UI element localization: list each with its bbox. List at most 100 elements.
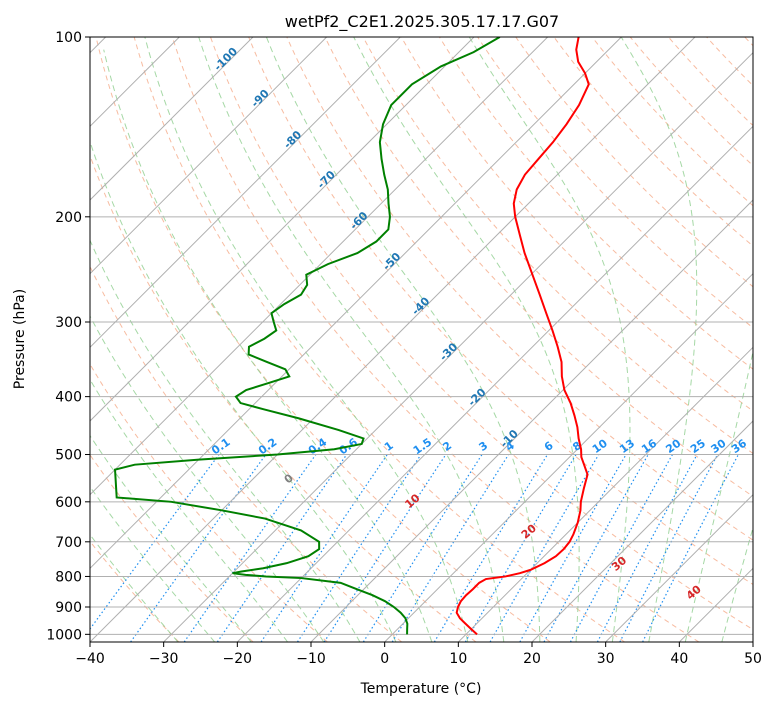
mixing-ratio-label: 30 [708,436,728,456]
y-tick-label: 1000 [46,627,82,643]
dry-adiabat [133,37,625,642]
mixing-ratio-line [90,454,220,630]
moist-adiabats [90,37,775,642]
mixing-ratio-label: 10 [590,436,610,456]
isotherm [90,37,254,201]
x-tick-label: −30 [149,651,179,667]
mixing-ratio-line [362,454,483,642]
moist-adiabat [265,37,541,642]
moist-adiabat [90,139,397,642]
y-tick-label: 100 [55,30,82,46]
x-tick-label: 50 [744,651,762,667]
isotherm-label: -60 [347,209,370,232]
y-tick-label: 300 [55,315,82,331]
moist-adiabat-label: 20 [519,521,539,541]
mixing-ratio-line [569,454,673,642]
moist-adiabat [90,378,288,642]
isotherm [90,37,401,349]
moist-adiabat [90,315,325,642]
mixing-ratio-label: 1 [382,439,396,454]
mixing-ratio-line [619,454,719,642]
y-tick-label: 400 [55,390,82,406]
isotherm-label: -80 [281,128,304,151]
plot-frame [89,36,754,643]
mixing-ratio-label: 6 [542,439,556,454]
dry-adiabat [90,453,254,642]
isotherm [90,37,475,422]
mixing-ratio-label: 13 [617,437,637,456]
dry-adiabat [95,37,551,642]
dry-adiabat [90,154,477,642]
y-tick-label: 800 [55,569,82,585]
isotherm [163,51,753,642]
isotherm-label: -50 [380,250,403,273]
dry-adiabat [400,37,753,412]
mixing-ratio-line [596,454,698,642]
mixing-ratio-line [489,454,600,642]
isotherm-label: -90 [249,87,272,110]
y-tick-label: 500 [55,448,82,464]
dry-adiabat [667,37,753,127]
moist-adiabat [103,49,433,642]
y-tick-label: 700 [55,535,82,551]
x-tick-label: 0 [380,651,389,667]
x-axis-label: Temperature (°C) [360,681,482,697]
moist-adiabat [721,526,753,642]
plot-area: -100-90-80-70-60-50-40-30-20-100.1 0.2 0.4… [90,37,775,642]
isotherm-label: -40 [409,294,432,317]
moist-adiabat [90,239,361,642]
x-tick-label: 30 [597,651,615,667]
isotherm [752,641,753,642]
mixing-ratio-line [260,454,388,642]
mixing-ratio-line [130,454,267,642]
y-tick-label: 600 [55,495,82,511]
moist-adiabat [759,37,775,642]
moist-adiabat [620,37,698,642]
y-axis-ticks: 100 200 300 400 500 600 700 800 900 1000 [46,30,90,643]
mixing-ratio-line [183,454,317,642]
isotherm [678,567,753,642]
isotherm-label: -30 [437,340,460,363]
moist-adiabat [468,37,631,642]
isotherm-label: -100 [211,45,240,74]
moist-adiabat [353,37,580,642]
series [113,37,590,636]
dry-adiabat [705,37,753,87]
moist-adiabat [90,533,179,642]
mixing-ratio-label: 20 [663,436,683,456]
dry-adiabat [171,37,700,642]
moist-adiabat [144,37,469,642]
dry-adiabat [248,37,753,586]
moist-adiabat-label: 0 [282,471,296,486]
dry-adiabat [477,37,753,329]
isotherm [90,37,549,496]
x-tick-label: −20 [223,651,253,667]
isotherm [457,346,753,642]
moist-adiabat-label: 30 [609,554,629,574]
x-tick-label: 10 [449,651,467,667]
mixing-ratio-lines [90,454,739,642]
mixing-ratio-label: 3 [477,439,491,454]
dry-adiabat [362,37,753,455]
pressure-gridlines [90,37,753,635]
isotherm [236,125,753,642]
x-tick-label: −40 [75,651,105,667]
mixing-ratio-label: 2 [440,439,454,454]
dry-adiabat [591,37,753,207]
moist-adiabat [90,485,216,642]
dry-adiabat [553,37,753,247]
mixing-ratio-line [433,454,548,642]
x-tick-label: 40 [670,651,688,667]
y-tick-label: 900 [55,600,82,616]
mixing-ratio-line [296,454,422,642]
dry-adiabat [90,363,328,642]
isotherm [531,420,753,642]
x-tick-label: −10 [296,651,326,667]
isotherms [90,37,753,642]
moist-adiabat [90,434,252,642]
isotherm [310,199,753,642]
mixing-ratio-line [216,454,348,642]
y-axis-label: Pressure (hPa) [12,289,28,389]
isotherm [90,37,328,275]
